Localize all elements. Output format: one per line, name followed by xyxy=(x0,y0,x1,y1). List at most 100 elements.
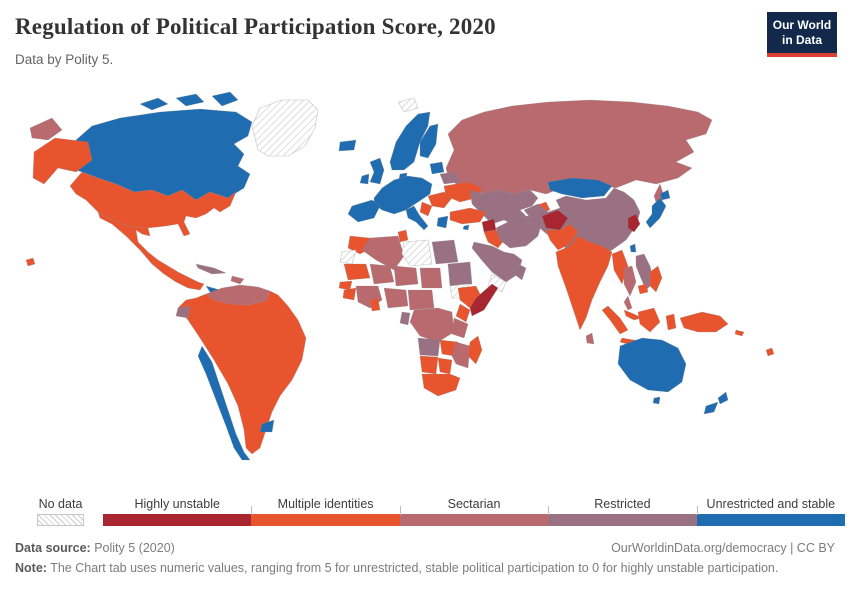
region-botswana[interactable] xyxy=(437,357,453,375)
region-canada[interactable] xyxy=(139,97,169,111)
region-south-africa[interactable] xyxy=(421,373,461,397)
region-oman[interactable] xyxy=(513,263,527,281)
region-sudan[interactable] xyxy=(447,261,473,287)
region-ireland[interactable] xyxy=(359,173,370,185)
region-indonesia[interactable] xyxy=(637,307,661,333)
legend-item-restricted[interactable]: Restricted xyxy=(548,497,697,526)
legend-tick xyxy=(696,506,698,515)
region-japan[interactable] xyxy=(645,197,667,229)
region-malaysia[interactable] xyxy=(623,309,643,321)
region-indonesia[interactable] xyxy=(665,313,677,331)
region-chad[interactable] xyxy=(419,267,443,289)
region-central-asia[interactable] xyxy=(469,189,539,227)
region-taiwan[interactable] xyxy=(629,243,637,253)
region-cuba[interactable] xyxy=(195,263,227,275)
legend-item-highly_unstable[interactable]: Highly unstable xyxy=(103,497,252,526)
region-hawaii[interactable] xyxy=(25,257,36,267)
region-new-guinea[interactable] xyxy=(679,311,729,333)
region-canada[interactable] xyxy=(211,91,239,107)
region-italy[interactable] xyxy=(405,205,429,231)
region-thailand[interactable] xyxy=(623,265,637,297)
region-baltics[interactable] xyxy=(429,161,445,175)
region-india[interactable] xyxy=(555,235,613,331)
region-greenland[interactable] xyxy=(251,99,319,157)
no-data-swatch xyxy=(37,514,84,526)
legend-item-unrestricted_stable[interactable]: Unrestricted and stable xyxy=(696,497,846,526)
region-pakistan[interactable] xyxy=(545,223,579,251)
region-cyprus[interactable] xyxy=(462,224,470,231)
region-svalbard[interactable] xyxy=(397,97,419,113)
region-belarus[interactable] xyxy=(439,171,461,185)
legend-tick xyxy=(251,506,253,515)
region-russia[interactable] xyxy=(29,117,63,141)
region-iberia[interactable] xyxy=(347,199,381,223)
region-western-europe[interactable] xyxy=(373,175,433,215)
region-new-zealand[interactable] xyxy=(703,401,719,415)
region-ecuador[interactable] xyxy=(175,305,191,319)
region-senegal[interactable] xyxy=(338,280,353,291)
data-source-value: Polity 5 (2020) xyxy=(94,541,175,555)
region-korea[interactable] xyxy=(627,213,641,233)
region-algeria[interactable] xyxy=(361,235,405,271)
region-venezuela[interactable] xyxy=(205,284,271,306)
region-tanzania[interactable] xyxy=(451,317,469,339)
region-canada[interactable] xyxy=(175,93,205,107)
region-mongolia[interactable] xyxy=(547,177,613,199)
legend-item-sectarian[interactable]: Sectarian xyxy=(399,497,549,526)
region-australia[interactable] xyxy=(652,396,661,405)
region-central-africa[interactable] xyxy=(407,289,435,311)
region-turkey[interactable] xyxy=(449,207,487,225)
legend-item-no-data[interactable]: No data xyxy=(37,497,84,526)
map-legend: No data Highly unstable Multiple identiti… xyxy=(37,497,846,526)
region-sri-lanka[interactable] xyxy=(585,332,595,345)
region-new-zealand[interactable] xyxy=(717,391,729,405)
region-saudi-arabia[interactable] xyxy=(471,241,523,283)
region-scandinavia[interactable] xyxy=(389,111,431,171)
region-western-sahara[interactable] xyxy=(339,249,357,265)
region-mexico[interactable] xyxy=(97,211,205,291)
region-eastern-europe[interactable] xyxy=(419,201,433,217)
region-australia[interactable] xyxy=(617,337,687,393)
region-namibia[interactable] xyxy=(419,355,439,375)
region-thailand[interactable] xyxy=(623,295,633,311)
region-somalia[interactable] xyxy=(469,283,499,317)
region-iran[interactable] xyxy=(495,215,543,249)
region-solomon-islands[interactable] xyxy=(734,329,745,337)
region-iceland[interactable] xyxy=(338,139,357,152)
region-canada[interactable] xyxy=(65,108,253,201)
region-mauritania[interactable] xyxy=(343,263,371,281)
region-united-states[interactable] xyxy=(69,171,237,237)
region-ghana[interactable] xyxy=(369,297,381,312)
region-south-america[interactable] xyxy=(177,290,307,455)
region-afghanistan[interactable] xyxy=(541,209,569,231)
region-niger[interactable] xyxy=(393,265,419,287)
region-uruguay[interactable] xyxy=(259,419,275,433)
region-russia[interactable] xyxy=(445,99,713,195)
legend-item-multiple_identities[interactable]: Multiple identities xyxy=(251,497,400,526)
region-japan[interactable] xyxy=(659,189,671,201)
region-gabon[interactable] xyxy=(399,311,411,326)
region-mali[interactable] xyxy=(369,263,395,285)
region-chile[interactable] xyxy=(197,345,251,461)
region-cambodia[interactable] xyxy=(637,283,649,295)
region-greece[interactable] xyxy=(436,215,449,229)
region-nigeria[interactable] xyxy=(383,287,409,309)
region-indonesia[interactable] xyxy=(601,305,629,335)
region-dr-congo[interactable] xyxy=(409,307,455,343)
owid-logo[interactable]: Our World in Data xyxy=(767,12,837,57)
attribution-link[interactable]: OurWorldinData.org/democracy | CC BY xyxy=(611,541,835,555)
region-philippines[interactable] xyxy=(649,265,663,293)
region-zimbabwe-mozambique[interactable] xyxy=(451,341,471,369)
region-hispaniola[interactable] xyxy=(230,275,245,285)
region-united-kingdom[interactable] xyxy=(369,157,385,185)
region-kenya[interactable] xyxy=(455,303,471,323)
region-madagascar[interactable] xyxy=(467,335,483,365)
region-tunisia[interactable] xyxy=(397,229,409,243)
region-alaska[interactable] xyxy=(32,137,93,185)
region-scandinavia[interactable] xyxy=(419,123,439,159)
region-libya[interactable] xyxy=(401,239,433,267)
region-angola[interactable] xyxy=(417,337,441,357)
region-fiji[interactable] xyxy=(765,347,775,357)
region-egypt[interactable] xyxy=(431,239,459,265)
region-guinea[interactable] xyxy=(342,287,357,301)
